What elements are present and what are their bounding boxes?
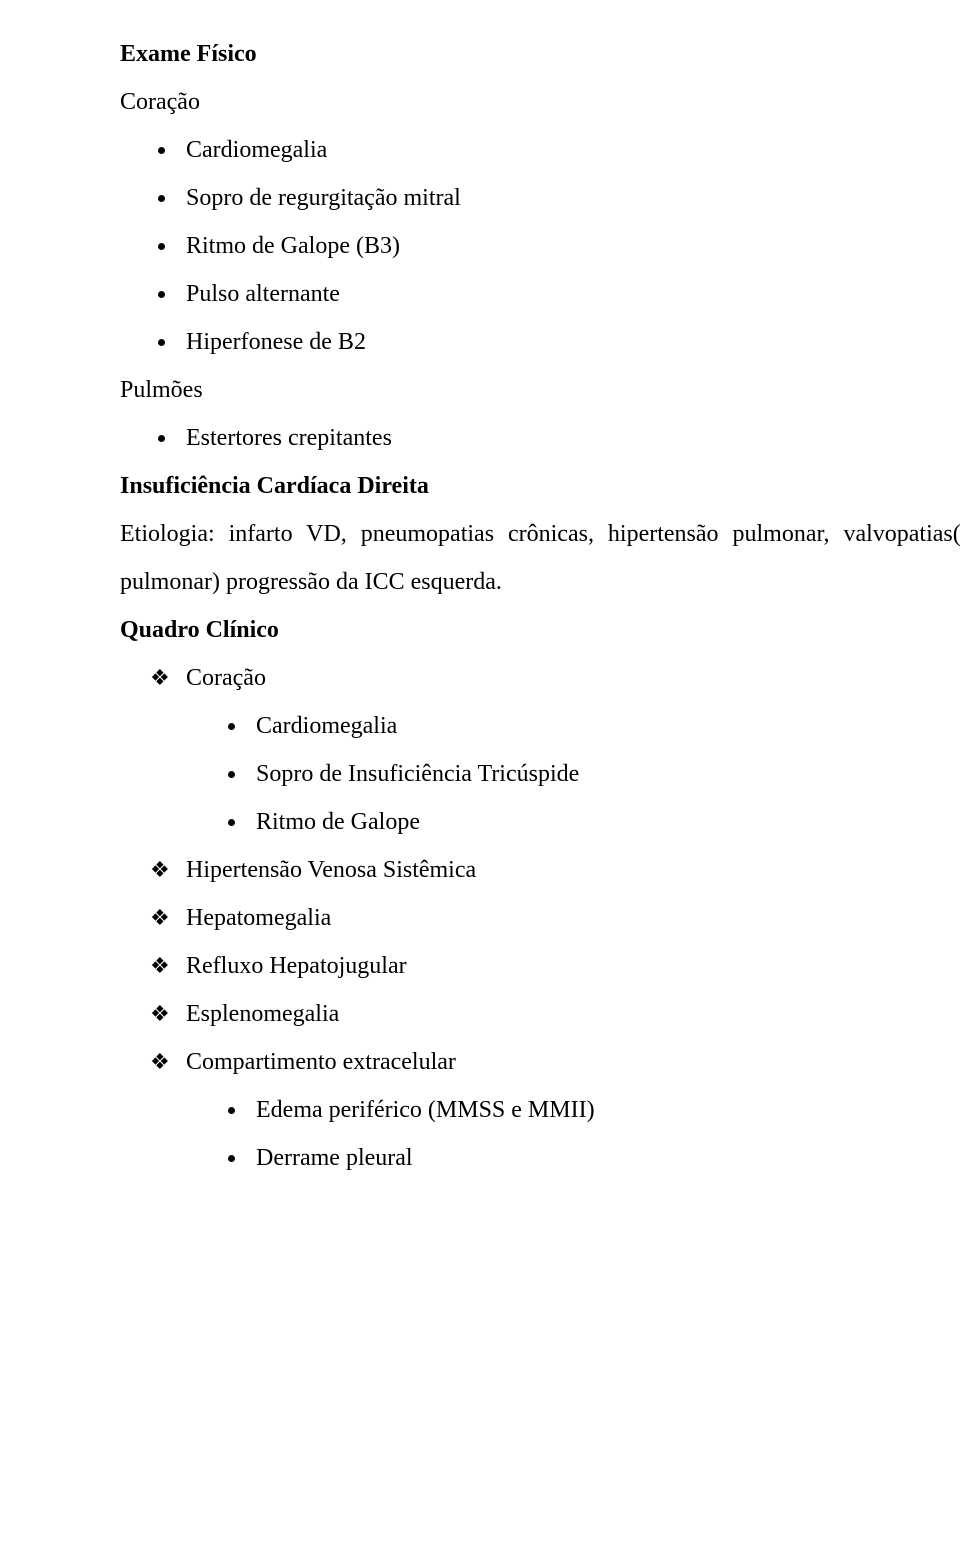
diamond-item-compartimento: Compartimento extracelular Edema perifér… bbox=[150, 1038, 960, 1182]
list-item: Cardiomegalia bbox=[178, 126, 960, 174]
diamond-item: Refluxo Hepatojugular bbox=[150, 942, 960, 990]
list-item: Cardiomegalia bbox=[248, 702, 960, 750]
diamond-item: Hipertensão Venosa Sistêmica bbox=[150, 846, 960, 894]
diamond-label: Refluxo Hepatojugular bbox=[186, 953, 407, 979]
diamond-label: Hepatomegalia bbox=[186, 905, 331, 931]
list-pulmoes: Estertores crepitantes bbox=[120, 414, 960, 462]
section-title-icd: Insuficiência Cardíaca Direita bbox=[120, 462, 960, 510]
list-item: Estertores crepitantes bbox=[178, 414, 960, 462]
list-coracao: Cardiomegalia Sopro de regurgitação mitr… bbox=[120, 126, 960, 366]
subhead-coracao: Coração bbox=[120, 78, 960, 126]
list-quadro: Coração Cardiomegalia Sopro de Insuficiê… bbox=[120, 654, 960, 1182]
list-item: Sopro de regurgitação mitral bbox=[178, 174, 960, 222]
list-item: Hiperfonese de B2 bbox=[178, 318, 960, 366]
list-item: Ritmo de Galope (B3) bbox=[178, 222, 960, 270]
diamond-label: Esplenomegalia bbox=[186, 1001, 339, 1027]
list-item: Ritmo de Galope bbox=[248, 798, 960, 846]
section-title-quadro: Quadro Clínico bbox=[120, 606, 960, 654]
list-coracao-nested: Cardiomegalia Sopro de Insuficiência Tri… bbox=[186, 702, 960, 846]
diamond-label: Coração bbox=[186, 665, 266, 691]
diamond-label: Hipertensão Venosa Sistêmica bbox=[186, 857, 476, 883]
diamond-item: Esplenomegalia bbox=[150, 990, 960, 1038]
diamond-item: Hepatomegalia bbox=[150, 894, 960, 942]
section-title-exame: Exame Físico bbox=[120, 30, 960, 78]
diamond-label: Compartimento extracelular bbox=[186, 1049, 456, 1075]
list-item: Derrame pleural bbox=[248, 1134, 960, 1182]
diamond-item-coracao: Coração Cardiomegalia Sopro de Insuficiê… bbox=[150, 654, 960, 846]
etiologia-body: Etiologia: infarto VD, pneumopatias crôn… bbox=[120, 510, 960, 606]
list-item: Pulso alternante bbox=[178, 270, 960, 318]
list-item: Edema periférico (MMSS e MMII) bbox=[248, 1086, 960, 1134]
subhead-pulmoes: Pulmões bbox=[120, 366, 960, 414]
list-compartimento-nested: Edema periférico (MMSS e MMII) Derrame p… bbox=[186, 1086, 960, 1182]
list-item: Sopro de Insuficiência Tricúspide bbox=[248, 750, 960, 798]
